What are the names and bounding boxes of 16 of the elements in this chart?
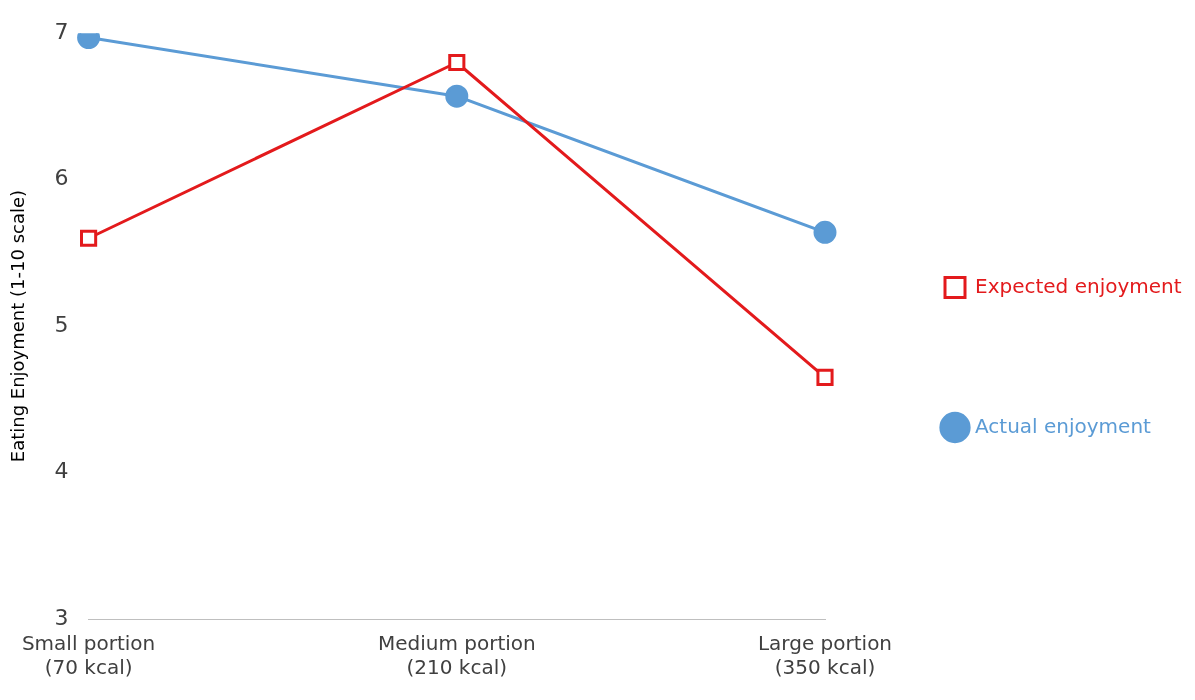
point: [448, 53, 466, 72]
point: [445, 84, 469, 108]
x-tick-label: Medium portion (210 kcal): [377, 631, 536, 680]
y-axis-title: Eating Enjoyment (1-10 scale): [7, 189, 29, 463]
point: [813, 220, 837, 244]
point: [816, 368, 834, 386]
y-tick-label: 4: [54, 458, 69, 484]
y-tick-label: 6: [54, 165, 69, 191]
legend-label: Actual enjoyment: [975, 413, 1152, 438]
y-tick-label: 7: [54, 18, 69, 44]
x-tick-label: Large portion (350 kcal): [757, 631, 893, 680]
y-tick-label: 3: [54, 604, 69, 630]
legend-label: Expected enjoyment: [975, 273, 1182, 298]
y-tick-label: 5: [54, 311, 69, 337]
point: [80, 229, 98, 247]
x-tick-label: Small portion (70 kcal): [21, 631, 156, 680]
